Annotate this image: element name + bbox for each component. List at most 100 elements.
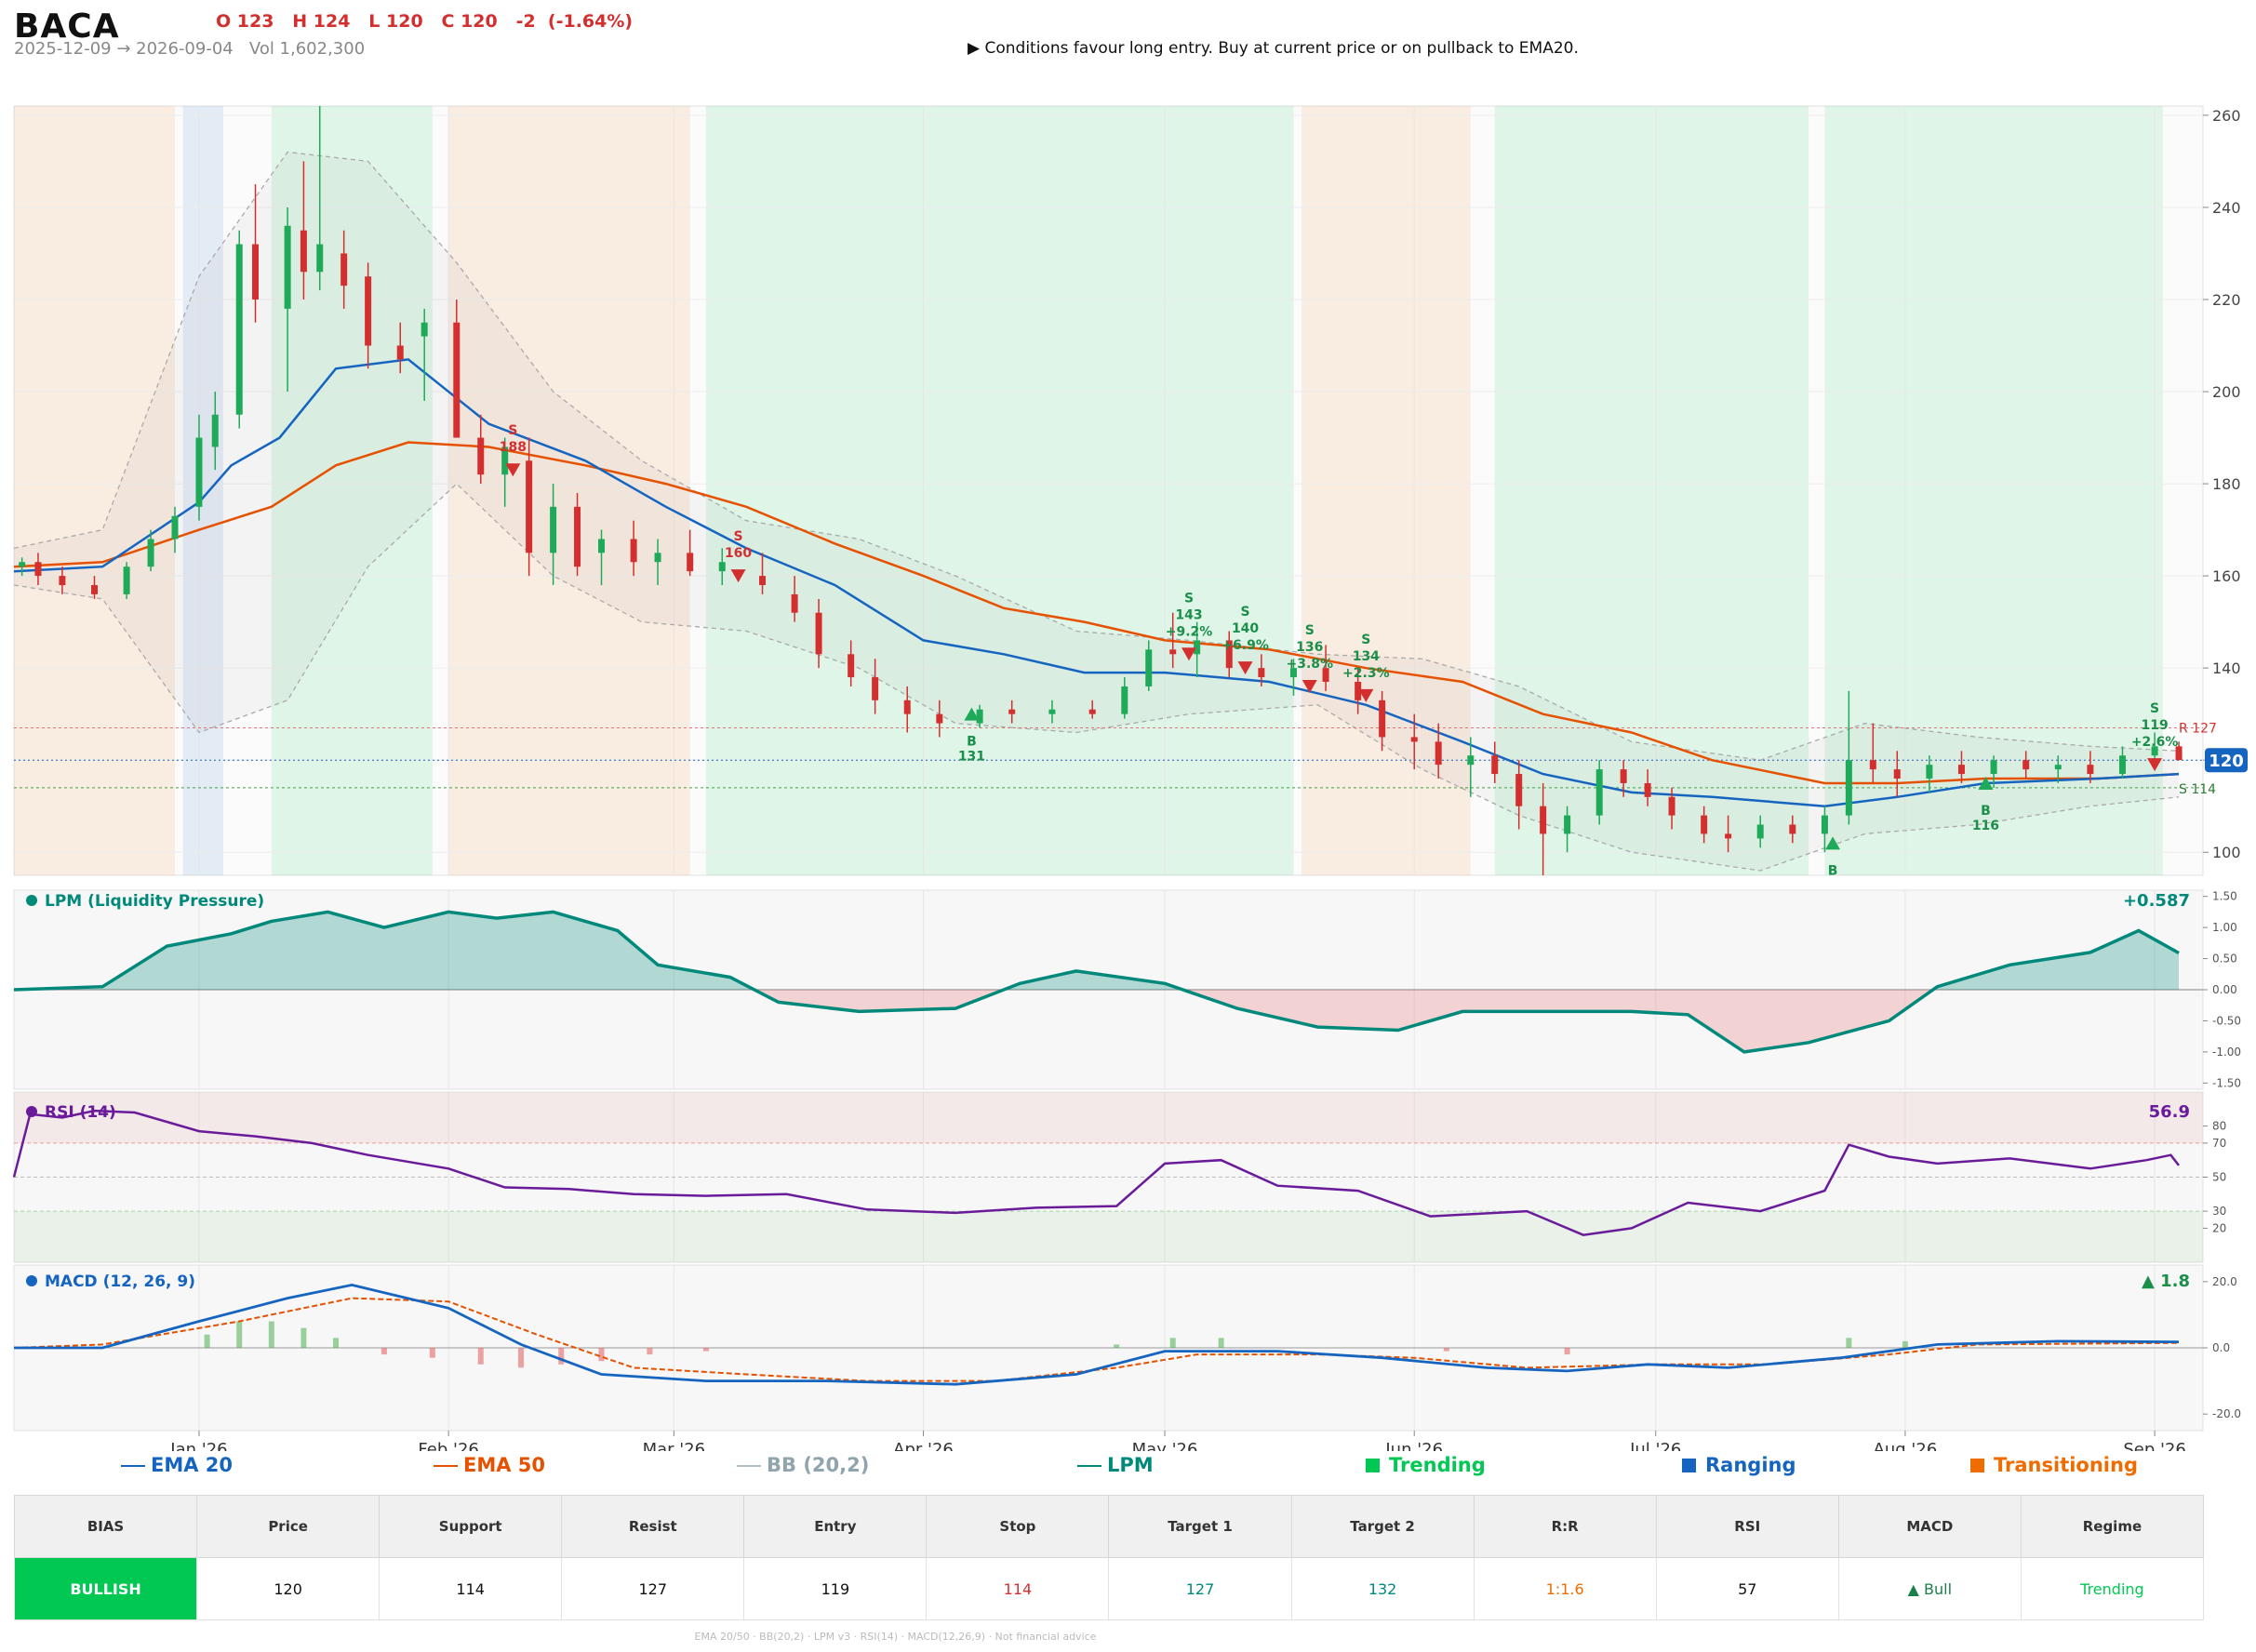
candle-body: [1644, 782, 1651, 797]
candle-body: [550, 506, 557, 553]
sell-signal-label: +6.9%: [1221, 638, 1269, 653]
candle-body: [2175, 746, 2183, 761]
candle-body: [630, 539, 637, 563]
sell-signal-label: S: [508, 423, 517, 438]
candle-body: [1008, 709, 1016, 714]
y-tick-label: 200: [2212, 383, 2241, 401]
rsi-value: 57: [1655, 1557, 1839, 1620]
candle-body: [501, 446, 509, 475]
summary-value-row: BULLISH 120 114 127 119 114 127 132 1:1.…: [13, 1557, 2205, 1620]
candle-body: [340, 253, 348, 286]
sell-signal-label: S: [1361, 633, 1370, 647]
sell-signal-label: S: [1305, 623, 1315, 638]
rsi-y-tick-label: 80: [2212, 1120, 2226, 1133]
candle-body: [1491, 755, 1499, 775]
candle-body: [420, 322, 428, 337]
macd-y-tick-label: 0.0: [2212, 1341, 2230, 1354]
candle-body: [1845, 760, 1852, 816]
sell-signal-label: S: [1241, 605, 1250, 620]
candle-body: [1169, 649, 1177, 655]
candle-body: [1322, 668, 1329, 683]
x-tick-label: Jul '26: [1629, 1440, 1681, 1451]
x-tick-label: Feb '26: [418, 1440, 478, 1451]
candle-body: [1725, 833, 1732, 839]
lpm-dot-icon: [26, 895, 37, 906]
lpm-negative-fill: [14, 990, 2180, 1052]
summary-header: R:R: [1473, 1495, 1657, 1558]
y-tick-label: 140: [2212, 659, 2241, 677]
sell-signal-label: 119: [2141, 718, 2168, 733]
candle-body: [19, 562, 26, 567]
sell-signal-label: S: [734, 529, 743, 544]
macd-histogram-bar: [647, 1348, 653, 1355]
candle-body: [477, 437, 485, 475]
candle-body: [1258, 668, 1265, 678]
summary-header: RSI: [1655, 1495, 1839, 1558]
buy-signal-marker: [1825, 836, 1841, 850]
sell-signal-label: S: [2150, 701, 2159, 716]
entry-value: 119: [743, 1557, 928, 1620]
summary-header: Regime: [2020, 1495, 2205, 1558]
candle-body: [284, 225, 291, 309]
legend-ranging: Ranging: [1682, 1454, 1796, 1476]
summary-header: Stop: [926, 1495, 1110, 1558]
candle-body: [1893, 769, 1901, 779]
candle-body: [598, 539, 606, 553]
resist-value: 127: [561, 1557, 745, 1620]
lpm-line: [13, 910, 2180, 1054]
date-range-volume: 2025-12-09 → 2026-09-04 Vol 1,602,300: [14, 39, 366, 59]
rsi-oversold-zone: [14, 1211, 2203, 1262]
candle-body: [815, 612, 822, 655]
sell-signal-label: +9.2%: [1166, 624, 1213, 639]
candle-body: [34, 562, 42, 577]
price-value: 120: [196, 1557, 380, 1620]
candle-body: [1564, 815, 1571, 834]
candle-body: [123, 566, 130, 594]
candle-body: [654, 553, 661, 563]
transitioning-swatch-icon: [1970, 1459, 1984, 1472]
candle-body: [2054, 765, 2062, 770]
candle-body: [1957, 765, 1965, 775]
candle-body: [1048, 709, 1056, 714]
candle-body: [1379, 699, 1386, 738]
y-tick-label: 260: [2212, 107, 2241, 125]
sell-signal-marker: [1358, 688, 1374, 702]
buy-signal-label: B: [1981, 804, 1991, 819]
sell-signal-label: 136: [1296, 640, 1323, 655]
candle-body: [1194, 640, 1201, 655]
macd-title: MACD (12, 26, 9): [45, 1272, 195, 1291]
risk-reward-value: 1:1.6: [1473, 1557, 1657, 1620]
target1-value: 127: [1108, 1557, 1292, 1620]
macd-histogram-bar: [598, 1348, 605, 1362]
summary-header: Price: [196, 1495, 380, 1558]
sell-signal-label: +2.3%: [1342, 666, 1390, 681]
summary-header: Support: [379, 1495, 563, 1558]
macd-histogram-bar: [300, 1327, 307, 1348]
sell-signal-label: 188: [500, 440, 527, 455]
candle-body: [1225, 640, 1233, 669]
macd-histogram-bar: [236, 1321, 243, 1348]
legend-ema20-label: EMA 20: [151, 1454, 234, 1476]
candle-body: [171, 515, 179, 540]
macd-histogram-bar: [268, 1321, 274, 1348]
footer-note: EMA 20/50 · BB(20,2) · LPM v3 · RSI(14) …: [694, 1631, 1097, 1643]
header: BACA: [14, 7, 120, 46]
candle-body: [91, 585, 99, 594]
rsi-y-tick-label: 70: [2212, 1137, 2226, 1150]
legend-ema50: EMA 50: [434, 1454, 545, 1476]
macd-histogram-bar: [1114, 1344, 1120, 1348]
rsi-y-tick-label: 20: [2212, 1221, 2226, 1234]
candle-body: [2022, 760, 2030, 770]
target2-value: 132: [1290, 1557, 1475, 1620]
ema50-line: [13, 441, 2180, 785]
lpm-y-tick-label: -1.00: [2212, 1046, 2241, 1059]
trending-swatch-icon: [1366, 1459, 1380, 1472]
macd-y-tick-label: -20.0: [2212, 1407, 2241, 1420]
rsi-dot-icon: [26, 1106, 37, 1117]
candle-body: [848, 654, 855, 678]
buy-signal-label: 116: [1972, 819, 1999, 833]
lpm-last-value: +0.587: [2123, 891, 2190, 911]
sell-signal-marker: [730, 569, 746, 583]
candle-body: [1869, 760, 1876, 770]
